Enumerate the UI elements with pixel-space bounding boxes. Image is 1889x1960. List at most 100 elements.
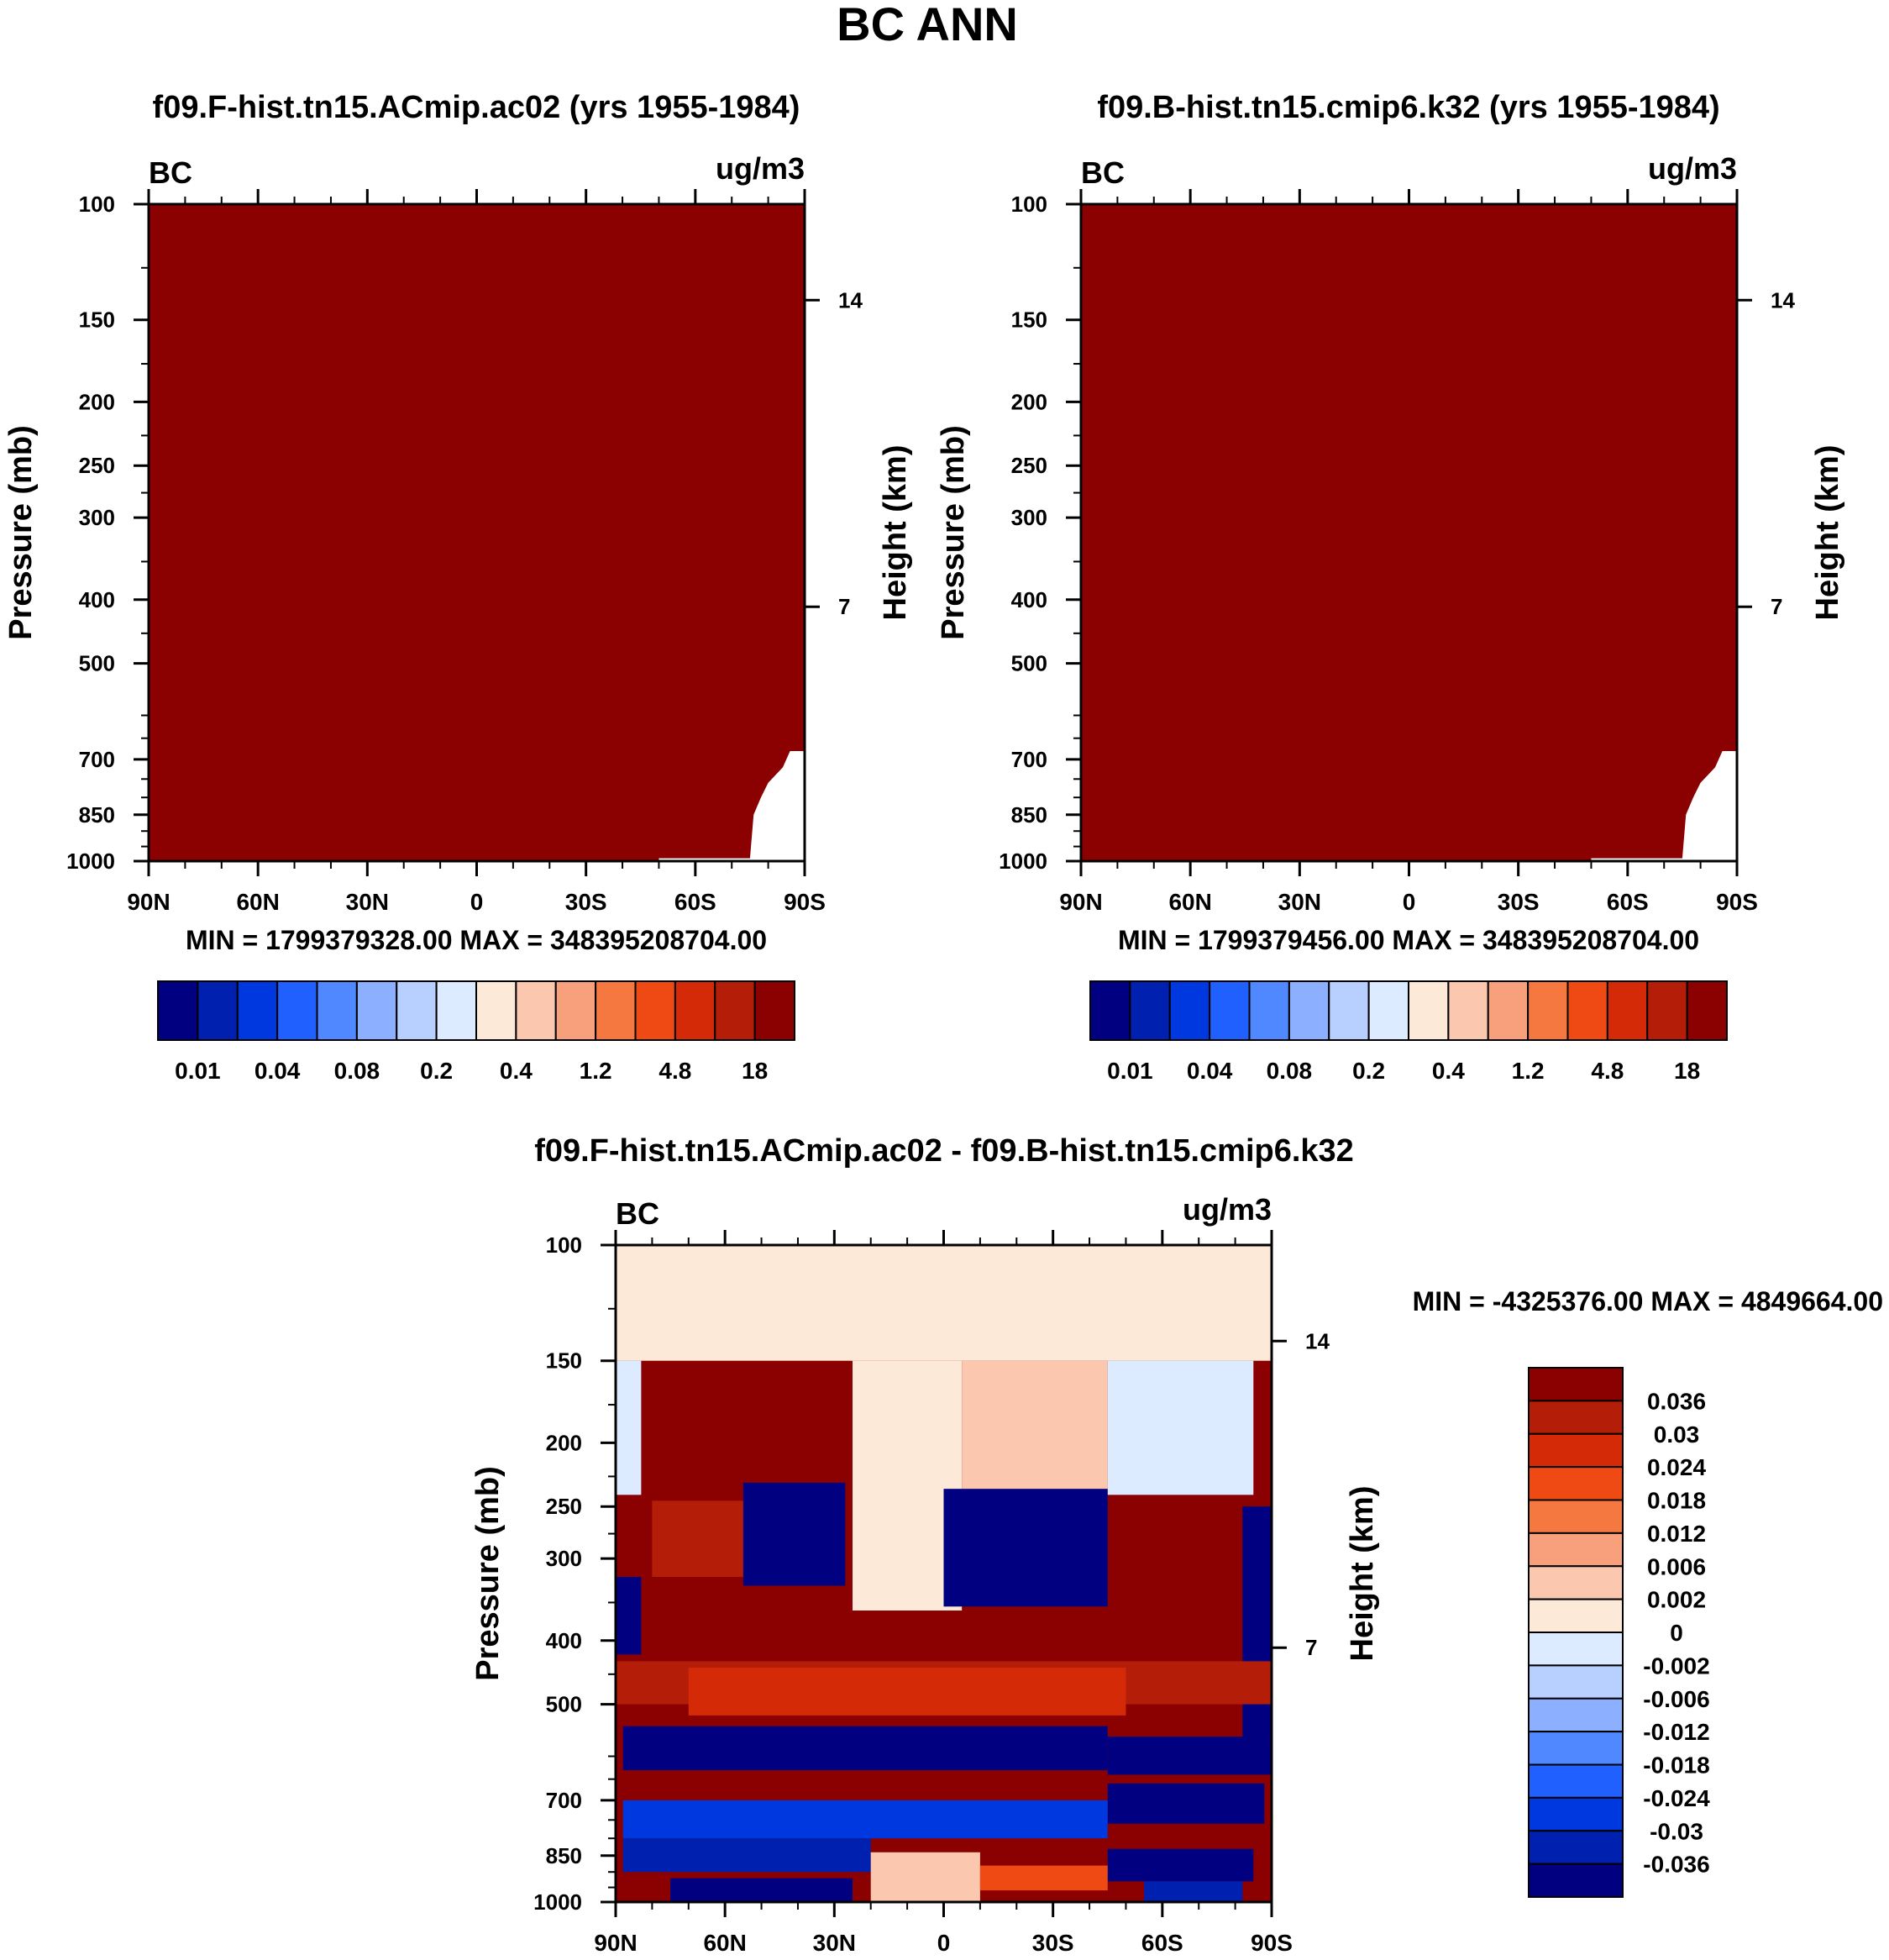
colorbar-label: 0.08 bbox=[334, 1058, 380, 1084]
y-tick-label: 200 bbox=[1011, 389, 1047, 414]
colorbar-box bbox=[355, 980, 398, 1041]
y-tick-label: 200 bbox=[546, 1430, 582, 1455]
y-tick-label: 250 bbox=[546, 1494, 582, 1519]
colorbar-box bbox=[714, 980, 756, 1041]
difference-region bbox=[1144, 1881, 1243, 1902]
colorbar-label: -0.024 bbox=[1643, 1785, 1710, 1811]
x-tick-label: 90S bbox=[1251, 1930, 1293, 1956]
x-tick-label: 0 bbox=[470, 889, 484, 915]
colorbar-label: 0.018 bbox=[1647, 1488, 1706, 1514]
y-tick-label: 100 bbox=[1011, 192, 1047, 217]
y-tick-label: 1000 bbox=[66, 849, 115, 874]
colorbar-box bbox=[753, 980, 795, 1041]
stats-label: MIN = -4325376.00 MAX = 4849664.00 bbox=[1413, 1286, 1883, 1316]
colorbar-box bbox=[1566, 980, 1608, 1041]
difference-region bbox=[622, 1838, 871, 1873]
variable-label: BC bbox=[616, 1196, 659, 1231]
x-tick-label: 60N bbox=[1168, 889, 1211, 915]
colorbar-box bbox=[1408, 980, 1450, 1041]
colorbar-box bbox=[316, 980, 358, 1041]
difference-region bbox=[979, 1865, 1108, 1891]
missing-area bbox=[1591, 751, 1737, 861]
y-right-axis-label: Height (km) bbox=[878, 445, 913, 621]
units-label: ug/m3 bbox=[1648, 151, 1737, 186]
colorbar-box bbox=[1528, 1532, 1624, 1568]
panel-title: f09.F-hist.tn15.ACmip.ac02 - f09.B-hist.… bbox=[534, 1133, 1354, 1169]
colorbar-box bbox=[1528, 1466, 1624, 1501]
colorbar-label: 4.8 bbox=[659, 1058, 691, 1084]
colorbar-label: 0.4 bbox=[500, 1058, 533, 1084]
difference-region bbox=[870, 1852, 980, 1902]
y-right-axis-label: Height (km) bbox=[1810, 445, 1845, 621]
difference-region bbox=[943, 1489, 1108, 1607]
difference-region bbox=[962, 1360, 1108, 1495]
y-tick-label: 250 bbox=[79, 453, 115, 478]
colorbar-box bbox=[1686, 980, 1728, 1041]
colorbar-label: 0.04 bbox=[254, 1058, 301, 1084]
colorbar-box bbox=[595, 980, 637, 1041]
difference-region bbox=[1107, 1783, 1265, 1824]
y-tick-label: 300 bbox=[79, 505, 115, 530]
colorbar-box bbox=[1528, 1367, 1624, 1402]
y-tick-label: 150 bbox=[546, 1348, 582, 1374]
colorbar-label: 0.01 bbox=[1107, 1058, 1153, 1084]
colorbar-label: 18 bbox=[742, 1058, 768, 1084]
colorbar-box bbox=[1089, 980, 1131, 1041]
colorbar-label: -0.006 bbox=[1643, 1686, 1709, 1712]
colorbar-label: 0.01 bbox=[175, 1058, 221, 1084]
units-label: ug/m3 bbox=[1183, 1192, 1272, 1227]
colorbar-box bbox=[1528, 1598, 1624, 1633]
colorbar-label: 0.2 bbox=[1352, 1058, 1385, 1084]
colorbar-box bbox=[1528, 1796, 1624, 1832]
figure-title: BC ANN bbox=[837, 0, 1018, 50]
colorbar-box bbox=[1528, 1632, 1624, 1667]
y-tick-label: 100 bbox=[79, 192, 115, 217]
y-axis-label: Pressure (mb) bbox=[936, 425, 971, 640]
y-tick-label: 700 bbox=[79, 747, 115, 772]
y-tick-label: 700 bbox=[1011, 747, 1047, 772]
colorbar-box bbox=[1528, 1565, 1624, 1600]
field-fill bbox=[149, 204, 805, 861]
colorbar-box bbox=[1528, 1499, 1624, 1534]
colorbar-label: 0.024 bbox=[1647, 1454, 1706, 1480]
colorbar-box bbox=[157, 980, 199, 1041]
x-tick-label: 90S bbox=[1716, 889, 1758, 915]
y-tick-label: 500 bbox=[1011, 651, 1047, 676]
colorbar-box bbox=[435, 980, 477, 1041]
colorbar-box bbox=[197, 980, 239, 1041]
colorbar-box bbox=[1528, 1664, 1624, 1700]
height-tick-label: 14 bbox=[838, 287, 863, 313]
colorbar-label: -0.012 bbox=[1643, 1719, 1709, 1745]
x-tick-label: 60S bbox=[1607, 889, 1649, 915]
colorbar-box bbox=[1528, 1432, 1624, 1469]
colorbar-label: 0.2 bbox=[420, 1058, 453, 1084]
panel-left: 100 150 200 250 300 400 500 700 850 1000 90N 60N 30N… bbox=[3, 90, 913, 1084]
x-tick-label: 30N bbox=[1278, 889, 1321, 915]
colorbar-label: 0.04 bbox=[1187, 1058, 1233, 1084]
y-axis-label: Pressure (mb) bbox=[470, 1466, 506, 1681]
colorbar-box bbox=[1209, 980, 1251, 1041]
colorbar-box bbox=[396, 980, 438, 1041]
colorbar-label: 0.012 bbox=[1647, 1521, 1706, 1547]
x-tick-label: 60S bbox=[1141, 1930, 1183, 1956]
colorbar-label: -0.018 bbox=[1643, 1752, 1709, 1779]
colorbar-label: -0.03 bbox=[1650, 1818, 1703, 1844]
colorbar-box bbox=[1606, 980, 1649, 1041]
variable-label: BC bbox=[1081, 155, 1125, 190]
y-tick-label: 400 bbox=[79, 587, 115, 612]
y-tick-label: 850 bbox=[546, 1843, 582, 1868]
stats-label: MIN = 1799379456.00 MAX = 348395208704.0… bbox=[1118, 925, 1699, 955]
y-tick-label: 700 bbox=[546, 1788, 582, 1813]
colorbar-box bbox=[1288, 980, 1330, 1041]
y-right-axis-label: Height (km) bbox=[1345, 1486, 1380, 1662]
difference-region bbox=[742, 1482, 846, 1586]
x-tick-label: 30S bbox=[1498, 889, 1540, 915]
colorbar-label: 4.8 bbox=[1591, 1058, 1624, 1084]
stats-label: MIN = 1799379328.00 MAX = 348395208704.0… bbox=[186, 925, 767, 955]
x-tick-label: 30N bbox=[813, 1930, 856, 1956]
y-tick-label: 850 bbox=[1011, 802, 1047, 828]
colorbar-label: 1.2 bbox=[580, 1058, 612, 1084]
colorbar-box bbox=[674, 980, 716, 1041]
missing-area bbox=[659, 751, 805, 861]
